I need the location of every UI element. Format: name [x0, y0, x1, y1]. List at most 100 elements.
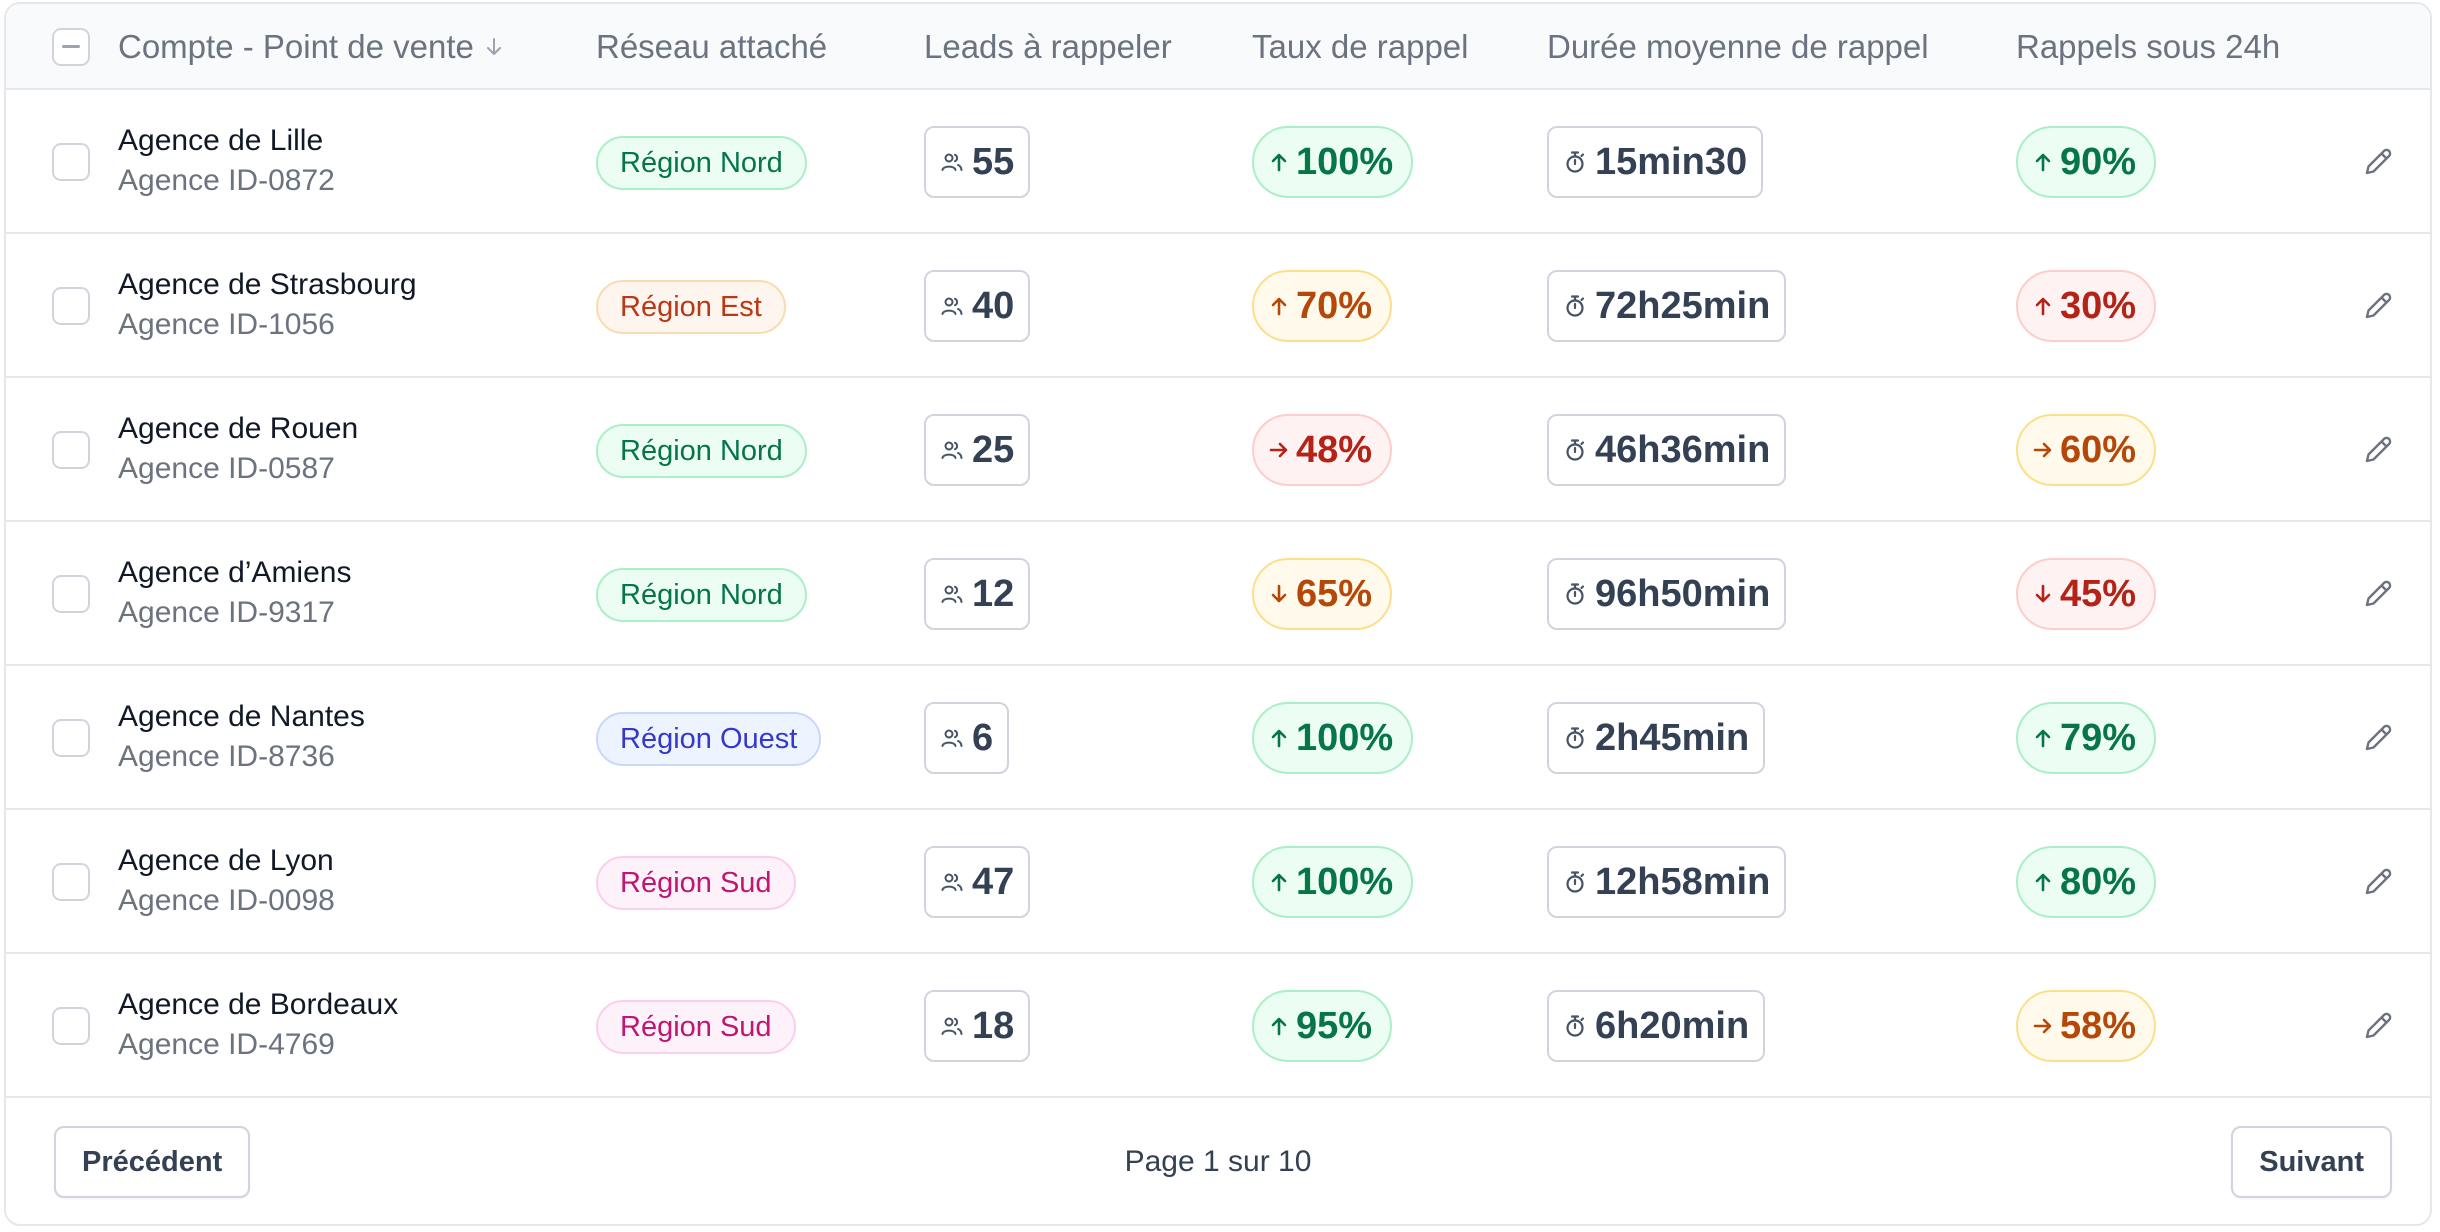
region-badge: Région Nord [596, 568, 807, 622]
leads-count: 18 [972, 1004, 1015, 1047]
duration-value: 12h58min [1595, 860, 1771, 903]
trend-right-icon [2033, 442, 2052, 458]
rate-badge: 100% [1252, 126, 1414, 198]
row-checkbox[interactable] [52, 1007, 90, 1045]
rate-badge: 48% [1252, 414, 1393, 486]
trend-up-icon [1271, 297, 1287, 316]
within24-value: 90% [2060, 140, 2137, 183]
trend-up-icon [1271, 153, 1287, 172]
account-name[interactable]: Agence de Rouen [118, 412, 359, 445]
leads-count: 40 [972, 284, 1015, 327]
account-name[interactable]: Agence de Lille [118, 124, 324, 157]
pencil-icon[interactable] [2360, 1008, 2396, 1044]
column-header-duration: Durée moyenne de rappel [1547, 28, 1929, 65]
region-badge: Région Ouest [596, 712, 822, 766]
pagination: Précédent Page 1 sur 10 Suivant [6, 1104, 2430, 1224]
users-icon [941, 1017, 963, 1035]
stopwatch-icon [1566, 439, 1585, 461]
users-icon [941, 153, 963, 171]
row-checkbox[interactable] [52, 287, 90, 325]
rate-value: 95% [1296, 1004, 1373, 1047]
duration-badge: 15min30 [1547, 126, 1764, 198]
within24-badge: 60% [2016, 414, 2157, 486]
account-name[interactable]: Agence de Lyon [118, 844, 334, 877]
trend-up-icon [2035, 297, 2051, 316]
trend-up-icon [2035, 873, 2051, 892]
account-name[interactable]: Agence de Strasbourg [118, 268, 417, 301]
within24-badge: 45% [2016, 558, 2157, 630]
rate-value: 65% [1296, 572, 1373, 615]
trend-up-icon [2035, 153, 2051, 172]
row-checkbox[interactable] [52, 719, 90, 757]
rate-value: 100% [1296, 860, 1394, 903]
account-id: Agence ID-9317 [118, 596, 335, 629]
rate-value: 100% [1296, 140, 1394, 183]
stopwatch-icon [1566, 295, 1585, 317]
rate-badge: 95% [1252, 990, 1393, 1062]
pencil-icon[interactable] [2360, 432, 2396, 468]
leads-count: 55 [972, 140, 1015, 183]
row-checkbox[interactable] [52, 863, 90, 901]
rate-badge: 100% [1252, 846, 1414, 918]
row-checkbox[interactable] [52, 431, 90, 469]
table-row: Agence de Strasbourg Agence ID-1056 Région… [6, 234, 2430, 378]
duration-value: 6h20min [1595, 1004, 1750, 1047]
duration-badge: 12h58min [1547, 846, 1787, 918]
pencil-icon[interactable] [2360, 288, 2396, 324]
within24-value: 45% [2060, 572, 2137, 615]
trend-right-icon [1269, 442, 1288, 458]
duration-badge: 72h25min [1547, 270, 1787, 342]
pencil-icon[interactable] [2360, 144, 2396, 180]
account-id: Agence ID-4769 [118, 1028, 335, 1061]
trend-up-icon [1271, 873, 1287, 892]
column-header-network: Réseau attaché [596, 28, 828, 65]
account-name[interactable]: Agence de Bordeaux [118, 988, 399, 1021]
rate-badge: 100% [1252, 702, 1414, 774]
next-button[interactable]: Suivant [2231, 1126, 2392, 1198]
leads-count-badge: 12 [924, 558, 1031, 630]
rate-value: 100% [1296, 716, 1394, 759]
within24-badge: 30% [2016, 270, 2157, 342]
column-header-leads: Leads à rappeler [924, 28, 1172, 65]
trend-up-icon [2035, 729, 2051, 748]
trend-right-icon [2033, 1018, 2052, 1034]
within24-badge: 58% [2016, 990, 2157, 1062]
row-checkbox[interactable] [52, 575, 90, 613]
stopwatch-icon [1566, 583, 1585, 605]
account-name[interactable]: Agence de Nantes [118, 700, 365, 733]
page-info: Page 1 sur 10 [1124, 1145, 1312, 1178]
table-row: Agence de Bordeaux Agence ID-4769 Région S… [6, 954, 2430, 1098]
users-icon [941, 441, 963, 459]
previous-button[interactable]: Précédent [54, 1126, 251, 1198]
column-header-account[interactable]: Compte - Point de vente [118, 4, 504, 90]
row-checkbox[interactable] [52, 143, 90, 181]
leads-count-badge: 47 [924, 846, 1031, 918]
duration-value: 46h36min [1595, 428, 1771, 471]
users-icon [941, 729, 963, 747]
pencil-icon[interactable] [2360, 576, 2396, 612]
table-row: Agence d’Amiens Agence ID-9317 Région Nord… [6, 522, 2430, 666]
leads-count-badge: 55 [924, 126, 1031, 198]
duration-badge: 6h20min [1547, 990, 1766, 1062]
account-id: Agence ID-0098 [118, 884, 335, 917]
account-id: Agence ID-0587 [118, 452, 335, 485]
table-header: Compte - Point de vente Réseau attaché L… [6, 4, 2430, 90]
leads-count-badge: 6 [924, 702, 1010, 774]
rate-badge: 65% [1252, 558, 1393, 630]
pencil-icon[interactable] [2360, 720, 2396, 756]
duration-badge: 96h50min [1547, 558, 1787, 630]
account-name[interactable]: Agence d’Amiens [118, 556, 352, 589]
leads-count: 6 [972, 716, 994, 759]
duration-value: 2h45min [1595, 716, 1750, 759]
select-all-checkbox[interactable] [52, 28, 90, 66]
table-row: Agence de Nantes Agence ID-8736 Région Oue… [6, 666, 2430, 810]
leads-table-card: Compte - Point de vente Réseau attaché L… [4, 2, 2432, 1226]
within24-value: 58% [2060, 1004, 2137, 1047]
within24-value: 30% [2060, 284, 2137, 327]
region-badge: Région Sud [596, 1000, 796, 1054]
pencil-icon[interactable] [2360, 864, 2396, 900]
trend-down-icon [1271, 584, 1287, 603]
region-badge: Région Nord [596, 424, 807, 478]
leads-count-badge: 25 [924, 414, 1031, 486]
region-badge: Région Sud [596, 856, 796, 910]
